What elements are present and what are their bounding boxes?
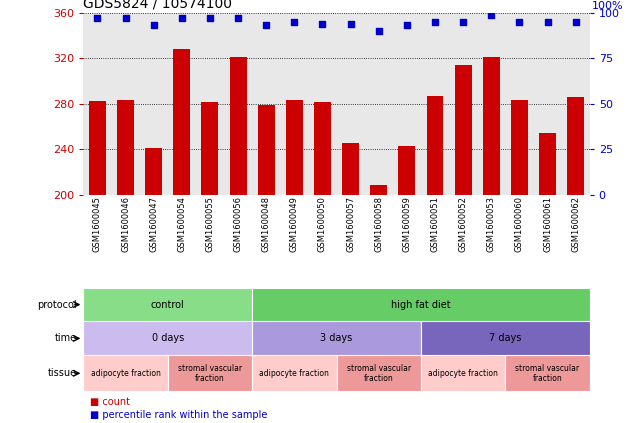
Text: GSM1600055: GSM1600055 <box>205 196 215 252</box>
Text: GSM1600058: GSM1600058 <box>374 196 383 253</box>
Text: stromal vascular
fraction: stromal vascular fraction <box>347 364 411 383</box>
Text: GSM1600050: GSM1600050 <box>318 196 327 252</box>
Bar <box>258 105 274 422</box>
Text: GSM1600061: GSM1600061 <box>543 196 552 253</box>
Text: GSM1600057: GSM1600057 <box>346 196 355 253</box>
Bar <box>421 355 505 391</box>
Text: adipocyte fraction: adipocyte fraction <box>428 369 498 378</box>
Bar <box>337 355 421 391</box>
Text: GSM1600056: GSM1600056 <box>233 196 242 253</box>
Point <box>514 19 524 25</box>
Point <box>374 27 384 34</box>
Text: adipocyte fraction: adipocyte fraction <box>260 369 329 378</box>
Point <box>458 19 469 25</box>
Bar <box>539 133 556 422</box>
Text: GSM1600054: GSM1600054 <box>178 196 187 252</box>
Point <box>570 19 581 25</box>
Text: 3 days: 3 days <box>320 333 353 343</box>
Bar <box>229 57 247 422</box>
Point <box>430 19 440 25</box>
Bar <box>201 102 219 422</box>
Text: GSM1600053: GSM1600053 <box>487 196 495 253</box>
Text: ■ percentile rank within the sample: ■ percentile rank within the sample <box>90 409 267 420</box>
Bar <box>168 355 252 391</box>
Bar <box>567 97 584 422</box>
Bar <box>483 57 500 422</box>
Bar <box>117 100 134 422</box>
Text: GDS5824 / 10574100: GDS5824 / 10574100 <box>83 0 232 10</box>
Text: adipocyte fraction: adipocyte fraction <box>90 369 160 378</box>
Text: high fat diet: high fat diet <box>391 299 451 310</box>
Bar <box>286 100 303 422</box>
Bar <box>252 288 590 321</box>
Text: stromal vascular
fraction: stromal vascular fraction <box>515 364 579 383</box>
Text: GSM1600046: GSM1600046 <box>121 196 130 253</box>
Point <box>233 15 243 22</box>
Point <box>345 20 356 27</box>
Text: 0 days: 0 days <box>152 333 184 343</box>
Bar <box>252 355 337 391</box>
Text: ■ count: ■ count <box>90 397 129 407</box>
Bar <box>399 146 415 422</box>
Point <box>177 15 187 22</box>
Point <box>149 22 159 29</box>
Text: 100%: 100% <box>592 1 624 11</box>
Text: GSM1600048: GSM1600048 <box>262 196 271 253</box>
Text: GSM1600062: GSM1600062 <box>571 196 580 253</box>
Bar <box>146 148 162 422</box>
Text: GSM1600052: GSM1600052 <box>458 196 468 252</box>
Bar <box>426 96 444 422</box>
Bar <box>505 355 590 391</box>
Text: GSM1600049: GSM1600049 <box>290 196 299 252</box>
Text: GSM1600047: GSM1600047 <box>149 196 158 253</box>
Point <box>92 15 103 22</box>
Text: control: control <box>151 299 185 310</box>
Text: stromal vascular
fraction: stromal vascular fraction <box>178 364 242 383</box>
Text: tissue: tissue <box>48 368 77 378</box>
Bar <box>83 321 252 355</box>
Point <box>486 11 496 18</box>
Point <box>317 20 328 27</box>
Point <box>205 15 215 22</box>
Text: GSM1600051: GSM1600051 <box>431 196 440 252</box>
Bar <box>454 65 472 422</box>
Bar <box>89 102 106 422</box>
Point <box>542 19 553 25</box>
Point <box>289 19 299 25</box>
Bar <box>370 185 387 422</box>
Text: time: time <box>54 333 77 343</box>
Text: GSM1600045: GSM1600045 <box>93 196 102 252</box>
Bar <box>342 143 359 422</box>
Bar <box>314 102 331 422</box>
Point <box>121 15 131 22</box>
Text: GSM1600059: GSM1600059 <box>403 196 412 252</box>
Text: GSM1600060: GSM1600060 <box>515 196 524 253</box>
Point <box>402 22 412 29</box>
Bar <box>83 355 168 391</box>
Text: protocol: protocol <box>37 299 77 310</box>
Bar <box>421 321 590 355</box>
Bar <box>173 49 190 422</box>
Bar <box>83 288 252 321</box>
Bar <box>511 100 528 422</box>
Bar <box>252 321 421 355</box>
Point <box>261 22 271 29</box>
Text: 7 days: 7 days <box>489 333 522 343</box>
